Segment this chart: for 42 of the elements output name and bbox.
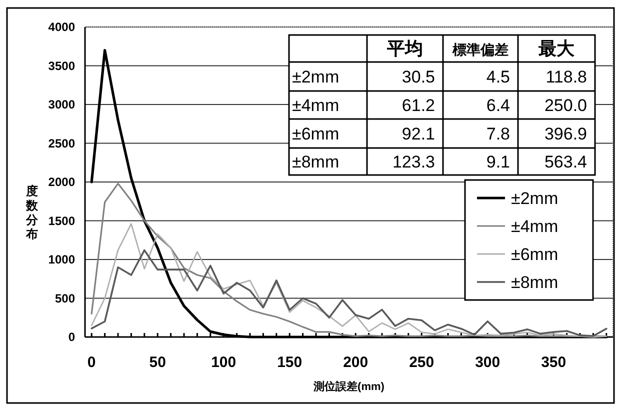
x-tick-label: 350 [541,354,566,371]
annotation: 6.4 [486,96,510,115]
annotation: 標準偏差 [452,42,508,58]
annotation: 92.1 [402,124,435,144]
x-tick-label: 100 [211,354,236,371]
annotation: 563.4 [544,152,587,172]
annotation: ±2mm [292,68,340,86]
y-tick-label: 3000 [48,98,76,112]
annotation: ±4mm [292,96,340,115]
y-tick-label: 3500 [48,58,76,73]
x-tick-label: 300 [475,354,500,371]
annotation: ±6mm [292,124,340,144]
y-tick-label: 1500 [48,214,76,228]
y-tick-label: 1000 [48,252,76,266]
legend-label: ±4mm [511,217,558,236]
annotation: 61.2 [402,96,435,115]
annotation: 396.9 [544,124,587,144]
annotation: 最大 [538,38,576,58]
annotation: 118.8 [546,68,587,86]
x-axis-title: 測位誤差(mm) [312,380,385,393]
legend-label: ±8mm [511,273,558,292]
y-tick-label: 4000 [48,20,76,34]
annotation: 30.5 [402,68,435,86]
x-tick-label: 0 [87,354,96,371]
annotation: 9.1 [486,152,510,172]
legend-label: ±2mm [511,189,558,208]
legend-label: ±6mm [511,245,558,264]
y-axis-title: 度数分布 [25,184,39,242]
x-tick-label: 50 [149,354,166,371]
annotation: 平均 [386,38,423,58]
annotation: 123.3 [392,152,435,172]
annotation: 7.8 [486,124,510,144]
y-tick-label: 2000 [48,175,76,189]
y-tick-label: 2500 [48,136,76,150]
annotation: 4.5 [486,68,510,86]
x-tick-label: 150 [277,354,302,371]
annotation: 250.0 [544,96,587,115]
y-tick-label: 500 [54,291,76,306]
x-tick-label: 250 [409,354,434,371]
y-tick-label: 0 [68,330,76,344]
annotation: ±8mm [292,152,340,172]
x-tick-label: 200 [343,354,368,371]
